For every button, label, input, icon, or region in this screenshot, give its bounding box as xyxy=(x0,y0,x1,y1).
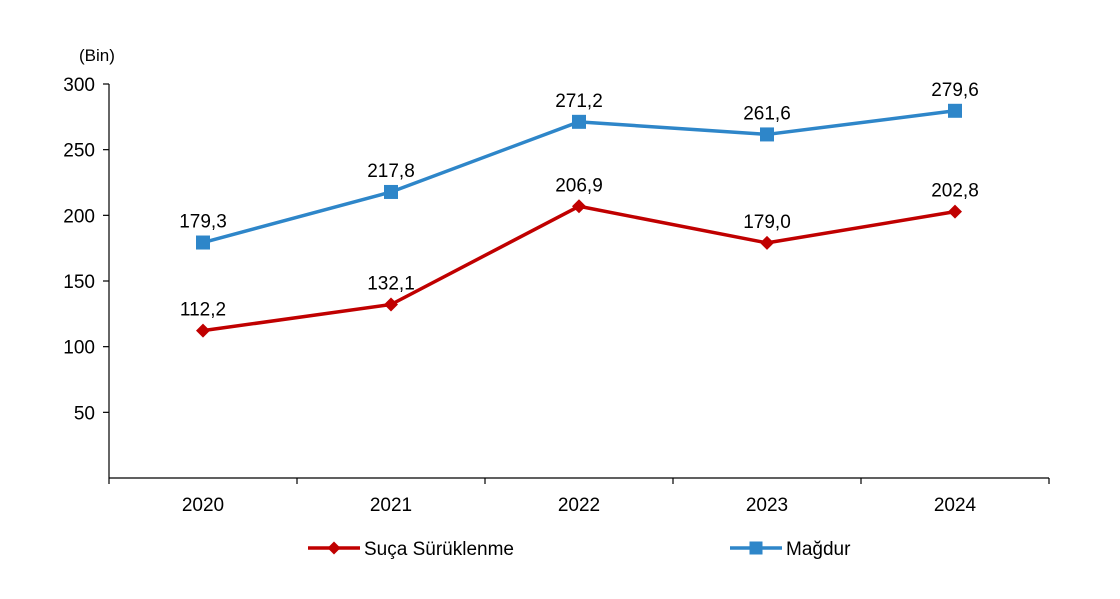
y-unit-label: (Bin) xyxy=(79,46,115,65)
x-tick-label: 2021 xyxy=(370,495,412,516)
data-label: 202,8 xyxy=(931,181,979,202)
data-point-marker xyxy=(384,184,398,199)
data-point-marker xyxy=(760,235,774,250)
series-line xyxy=(202,204,956,333)
y-tick-label: 200 xyxy=(63,206,95,227)
legend-item: Suça Sürüklenme xyxy=(308,539,514,560)
data-label: 261,6 xyxy=(743,103,791,124)
series-layer: 112,2 132,1 206,9 179,0 202,8 179,3 217,8 271,2… xyxy=(179,80,979,338)
x-tick-label: 2024 xyxy=(934,495,977,516)
series-suca-suruklenme: 112,2 132,1 206,9 179,0 202,8 xyxy=(180,175,979,338)
x-tick-label: 2023 xyxy=(746,495,788,516)
data-label: 179,3 xyxy=(179,212,227,233)
series-magdur: 179,3 217,8 271,2 261,6 279,6 xyxy=(179,80,979,250)
legend: Suça Sürüklenme Mağdur xyxy=(308,539,851,560)
data-point-marker xyxy=(196,323,210,338)
y-tick-label: 300 xyxy=(63,75,95,96)
data-label: 112,2 xyxy=(180,300,226,321)
data-point-marker xyxy=(384,297,398,312)
legend-marker xyxy=(327,541,341,555)
data-label: 132,1 xyxy=(367,274,415,295)
data-point-marker xyxy=(948,204,962,219)
y-tick-label: 250 xyxy=(63,141,95,162)
y-tick-label: 100 xyxy=(63,338,95,359)
legend-marker xyxy=(749,541,763,555)
data-point-marker xyxy=(196,235,210,250)
data-label: 206,9 xyxy=(555,175,603,196)
data-label: 217,8 xyxy=(367,161,415,182)
legend-label: Mağdur xyxy=(786,539,851,560)
y-tick-label: 50 xyxy=(74,403,95,424)
data-label: 179,0 xyxy=(743,212,791,233)
legend-item: Mağdur xyxy=(730,539,851,560)
legend-label: Suça Sürüklenme xyxy=(364,539,514,560)
x-tick-label: 2020 xyxy=(182,495,224,516)
x-tick-label: 2022 xyxy=(558,495,600,516)
data-point-marker xyxy=(572,114,586,129)
data-label: 279,6 xyxy=(931,80,979,101)
data-point-marker xyxy=(760,127,774,142)
y-tick-label: 150 xyxy=(63,272,95,293)
data-label: 271,2 xyxy=(555,91,603,112)
axes: 50 100 150 200 250 300 2020 2021 2022 2023 2024 xyxy=(63,75,1050,516)
data-point-marker xyxy=(948,103,962,118)
data-point-marker xyxy=(572,199,586,214)
